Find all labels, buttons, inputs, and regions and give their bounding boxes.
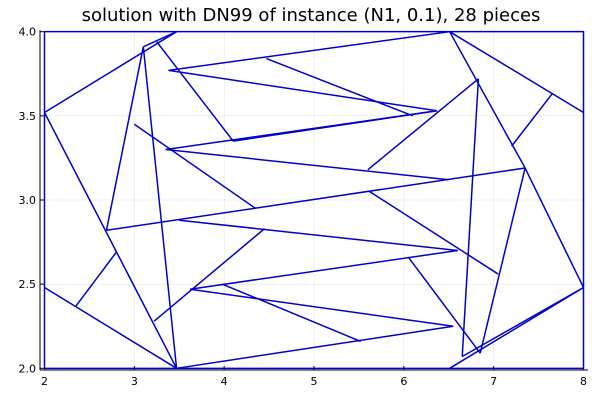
cut-segment-16	[165, 148, 449, 181]
cut-segment-4	[105, 46, 145, 231]
sheet-boundary	[43, 30, 585, 370]
chart-title: solution with DN99 of instance (N1, 0.1)…	[82, 5, 541, 26]
cut-segment-24	[407, 256, 481, 354]
y-tick-label-4: 4.0	[19, 26, 37, 39]
cut-segment-12	[168, 69, 438, 112]
x-tick-label-2: 4	[221, 375, 228, 388]
cut-segment-10	[106, 167, 526, 232]
cut-segment-26	[448, 31, 526, 169]
cut-segment-19	[189, 249, 458, 290]
cut-segment-20	[189, 288, 454, 327]
y-tick-label-2: 3.0	[19, 194, 37, 207]
cut-segment-7	[156, 41, 234, 142]
y-tick-label-0: 2.0	[19, 362, 37, 375]
cut-segment-29	[479, 167, 526, 354]
cut-segment-5	[142, 46, 178, 369]
cut-segment-25	[449, 31, 584, 114]
cut-segment-6	[143, 31, 177, 48]
cut-segment-8	[153, 228, 266, 322]
cut-segment-32	[449, 286, 584, 369]
y-tick-label-3: 3.5	[19, 110, 37, 123]
y-tick-label-1: 2.5	[19, 278, 37, 291]
cut-segment-28	[511, 93, 553, 147]
piece-boundaries	[43, 30, 585, 370]
cut-segment-22	[367, 78, 479, 171]
cut-segment-23	[369, 190, 499, 275]
x-tick-label-5: 7	[490, 375, 497, 388]
x-tick-label-3: 5	[311, 375, 318, 388]
cut-segment-18	[179, 219, 458, 252]
cut-segment-17	[133, 123, 257, 210]
cut-segment-2	[44, 286, 177, 369]
cut-segment-27	[461, 78, 480, 357]
cut-segment-11	[168, 30, 450, 72]
x-tick-label-1: 3	[131, 375, 138, 388]
cut-segment-15	[165, 110, 438, 151]
cut-segment-1	[43, 112, 178, 369]
x-tick-label-0: 2	[41, 375, 48, 388]
cut-segment-21	[222, 283, 362, 343]
cut-segment-3	[75, 251, 117, 307]
x-tick-label-4: 6	[400, 375, 407, 388]
cut-segment-13	[266, 57, 414, 117]
cut-segment-0	[44, 31, 177, 114]
cut-segment-9	[176, 325, 454, 370]
x-tick-label-6: 8	[580, 375, 587, 388]
cut-segment-30	[524, 167, 585, 288]
